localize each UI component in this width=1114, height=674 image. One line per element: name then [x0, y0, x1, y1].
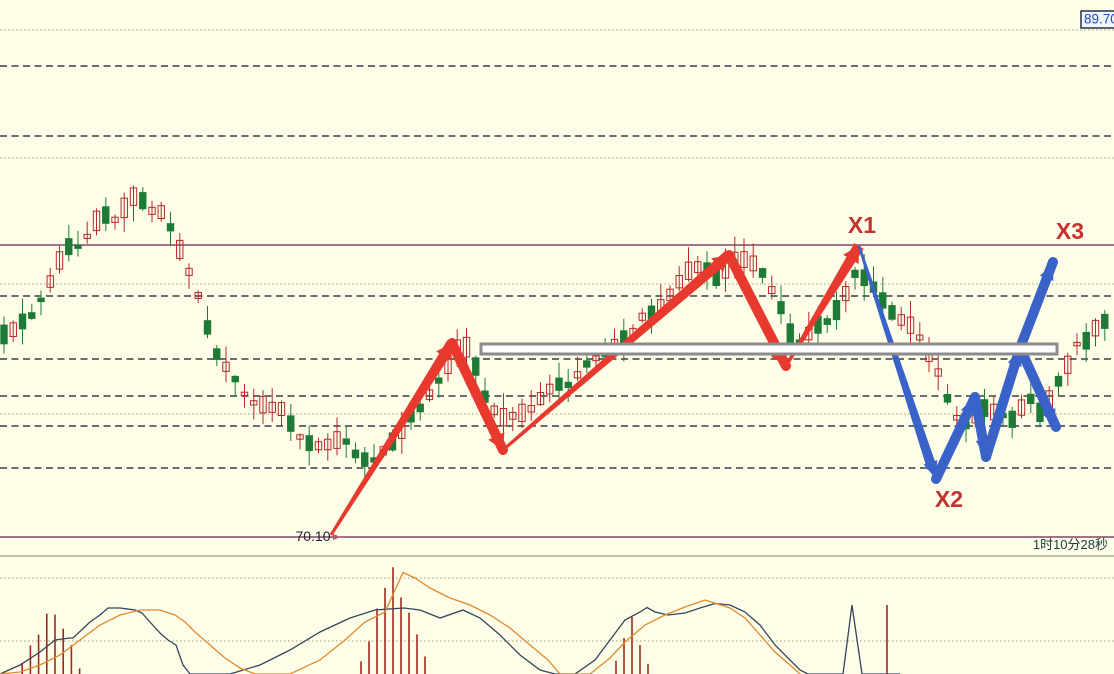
svg-text:X3: X3	[1056, 218, 1084, 244]
svg-text:X2: X2	[935, 486, 963, 512]
svg-text:70.10: 70.10	[295, 528, 330, 544]
svg-text:1时10分28秒: 1时10分28秒	[1033, 537, 1108, 552]
svg-text:89.70: 89.70	[1084, 12, 1114, 27]
svg-text:X1: X1	[848, 212, 876, 238]
